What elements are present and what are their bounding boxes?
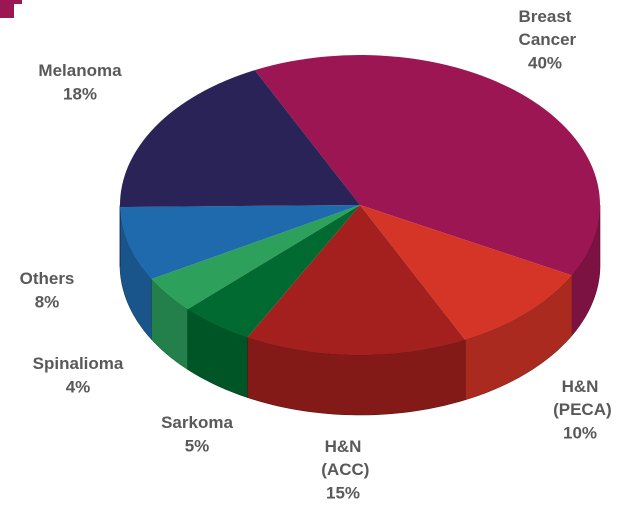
value-label: 18%	[63, 84, 97, 103]
slice-label: H&N (PECA)	[548, 377, 611, 419]
slice-label: Sarkoma	[161, 413, 233, 432]
slice-label: Melanoma	[38, 61, 122, 80]
value-label: 15%	[326, 483, 360, 502]
slice-label: Spinalioma	[33, 354, 124, 373]
value-label: 10%	[563, 423, 597, 442]
value-label: 5%	[185, 436, 210, 455]
corner-mark	[0, 0, 14, 18]
slice	[360, 205, 572, 340]
slice	[120, 205, 360, 280]
label-line: Melanoma	[38, 61, 122, 80]
value-label: 8%	[35, 292, 60, 311]
tops	[120, 54, 601, 355]
slice	[151, 205, 360, 310]
value-label: 40%	[528, 53, 562, 72]
sides	[119, 204, 601, 416]
label-line: Others	[20, 269, 75, 288]
slice-label: H&N (ACC)	[317, 437, 370, 479]
label-line: H&N	[325, 437, 362, 456]
label-line: (ACC)	[317, 460, 370, 479]
label-line: Spinalioma	[33, 354, 124, 373]
value-label: 4%	[66, 377, 91, 396]
label-line: H&N	[562, 377, 599, 396]
label-line: Sarkoma	[161, 413, 233, 432]
label-line: Breast	[519, 7, 572, 26]
label-line: Cancer	[514, 30, 577, 49]
slice	[247, 205, 466, 355]
slice-label: Others	[20, 269, 75, 288]
slice	[187, 205, 360, 338]
slice	[120, 70, 360, 208]
corner-mark	[0, 0, 22, 4]
slice	[254, 54, 601, 276]
slice-label: Breast Cancer	[514, 7, 577, 49]
label-line: (PECA)	[548, 400, 611, 419]
